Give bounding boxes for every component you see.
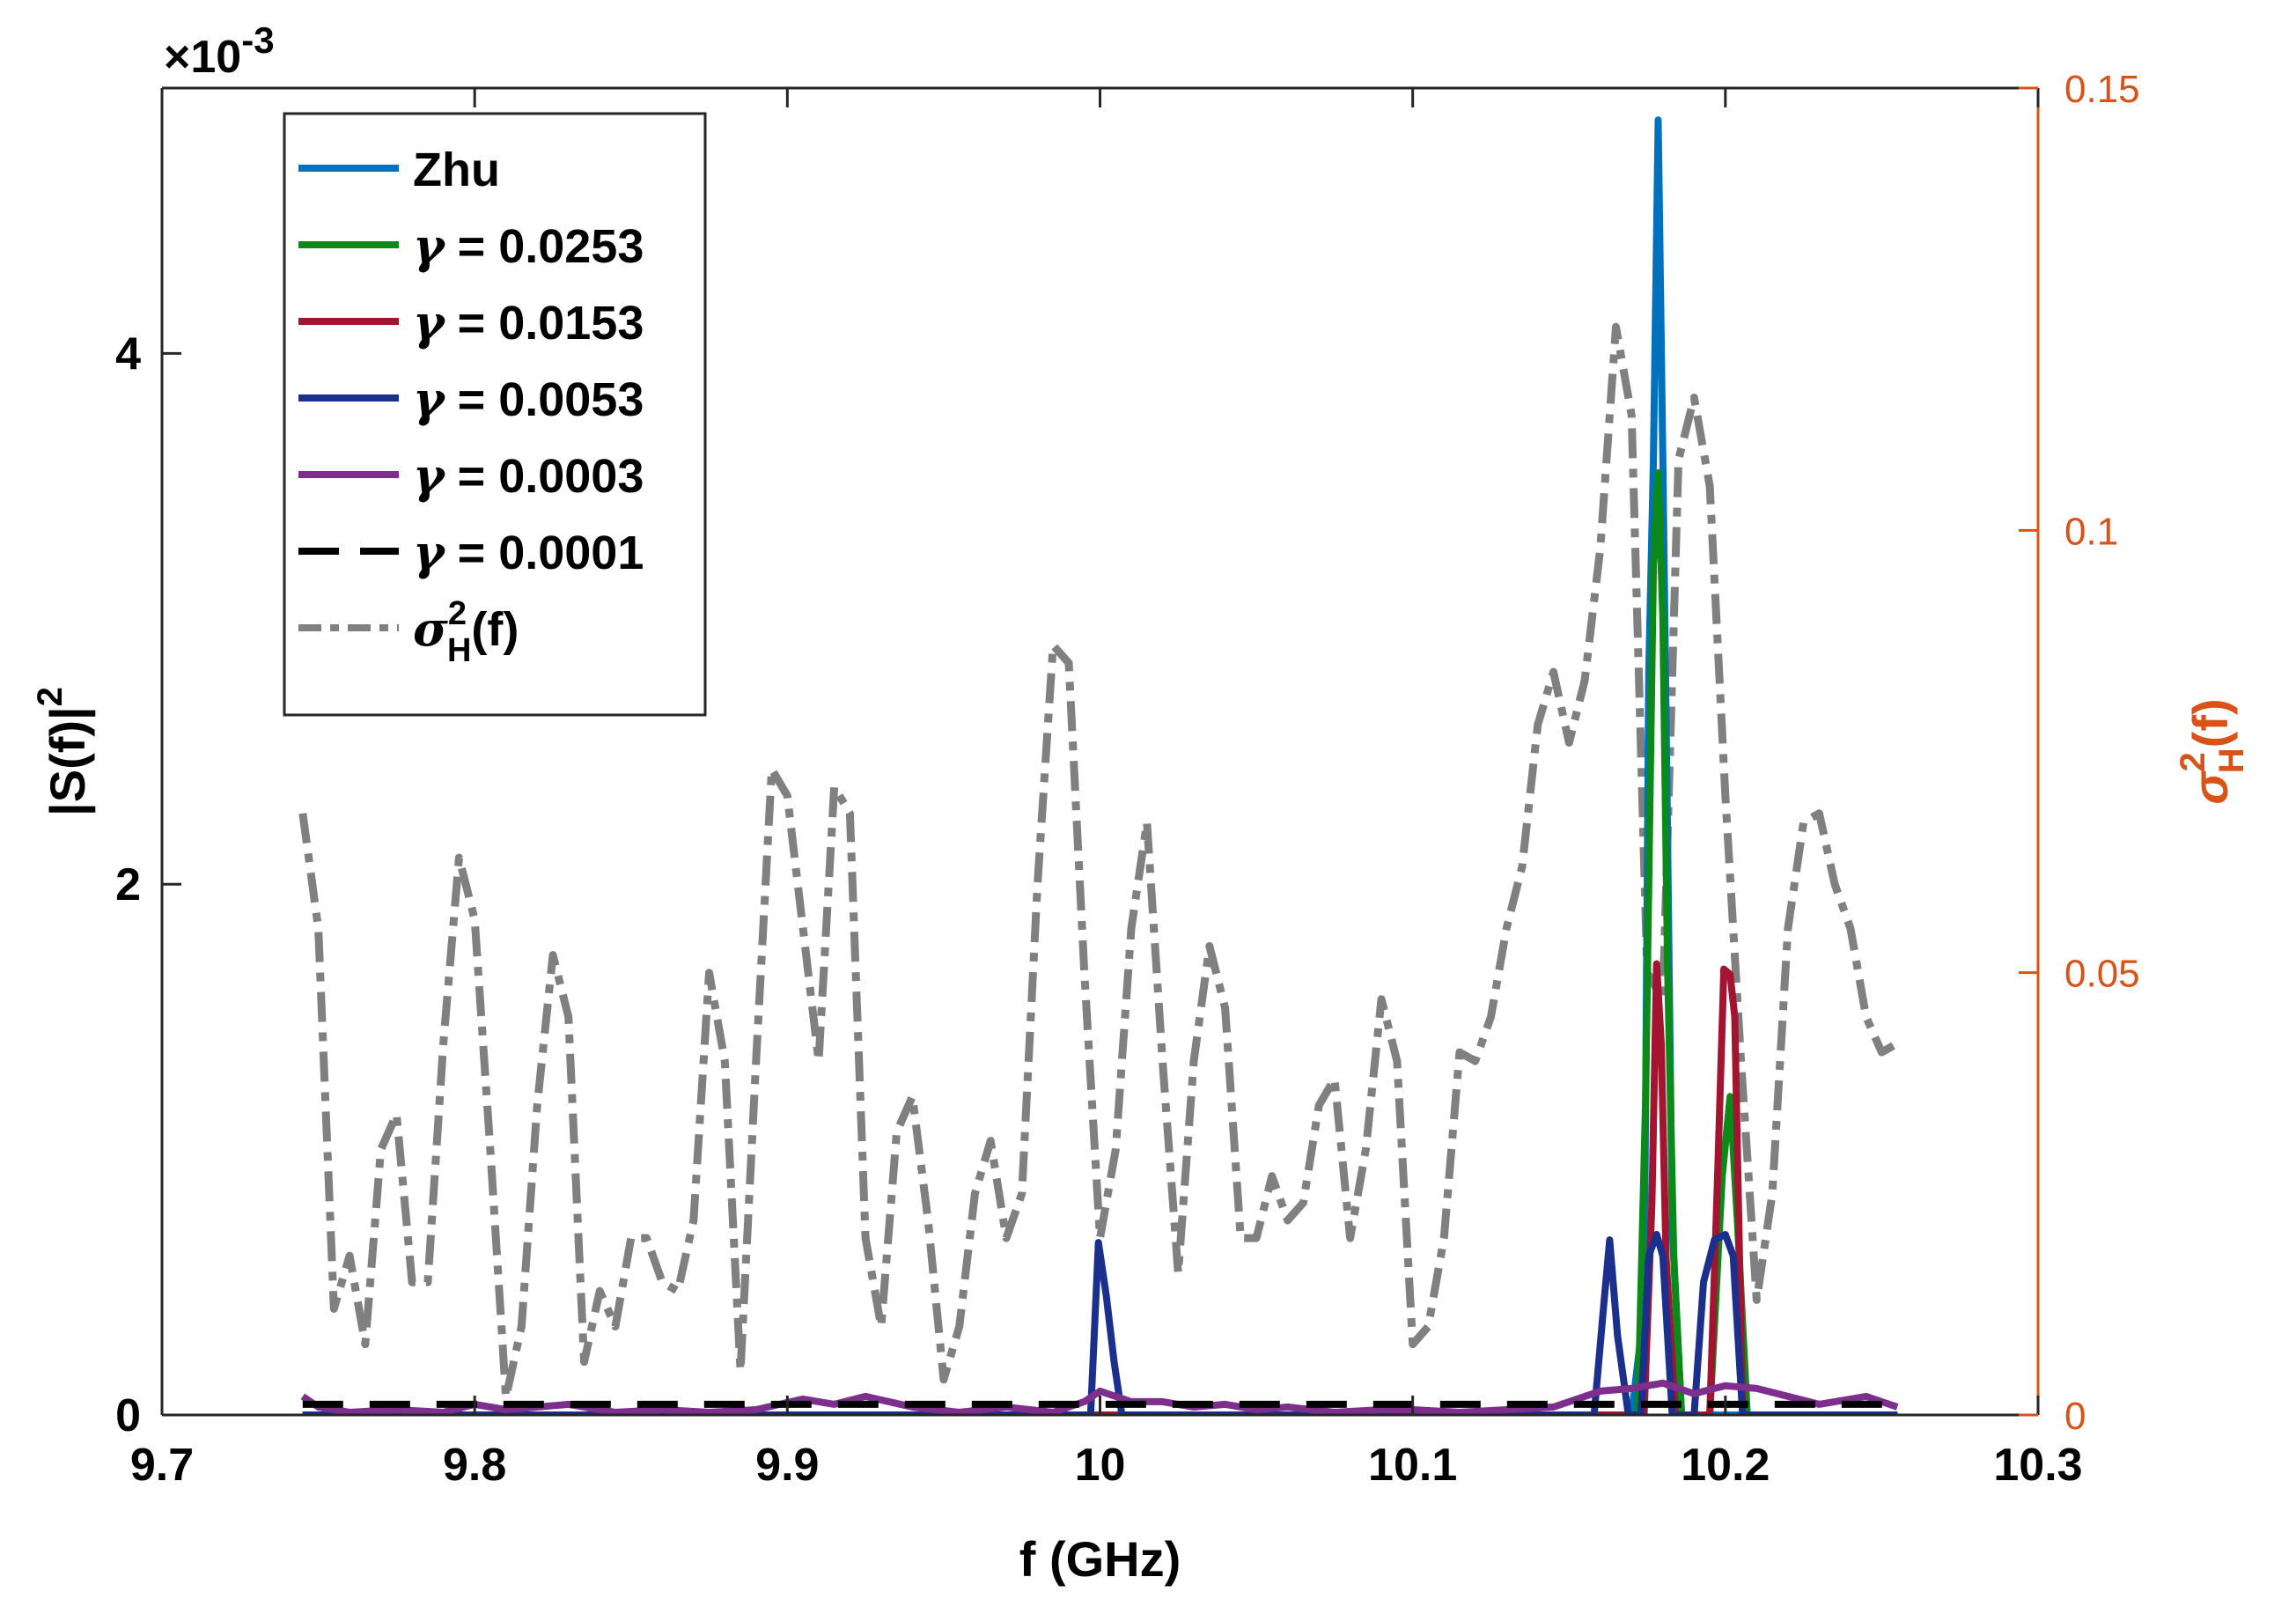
- series-line-6: [298, 322, 1900, 1402]
- x-tick-label-6: 10.3: [1993, 1440, 2082, 1491]
- legend-label-0: Zhu: [413, 144, 500, 196]
- legend-label-superscript-6: 2: [448, 595, 467, 632]
- legend-label-2: γ = 0.0153: [413, 294, 644, 350]
- legend-label-5: γ = 0.0001: [413, 524, 644, 580]
- legend-label-6: σ2 H(f): [413, 595, 519, 669]
- legend-label-symbol-3: γ: [413, 371, 446, 427]
- series-line-3: [302, 1231, 1898, 1415]
- left-axis-label: |S(f)|2: [31, 687, 96, 816]
- legend-label-4: γ = 0.0003: [413, 447, 644, 504]
- x-tick-label-0: 9.7: [130, 1440, 194, 1491]
- right-axis-label: σ2H(f): [2174, 698, 2251, 804]
- legend-label-value-1: = 0.0253: [445, 220, 644, 273]
- right-axis-label-superscript: 2: [2174, 752, 2212, 771]
- legend-label-symbol-5: γ: [413, 524, 446, 580]
- series-layer: [298, 116, 1900, 1415]
- right-axis-label-symbol: σ: [2182, 770, 2238, 805]
- right-tick-label-3: 0.15: [2064, 68, 2140, 111]
- legend-label-value-5: = 0.0001: [445, 527, 644, 579]
- x-tick-label-4: 10.1: [1368, 1440, 1457, 1491]
- legend-label-symbol-2: γ: [413, 294, 446, 350]
- left-axis-exponent: ×10-3: [164, 19, 275, 83]
- legend-label-symbol-6: σ: [413, 601, 448, 657]
- legend-label-3: γ = 0.0053: [413, 371, 644, 427]
- right-axis-label-subscript: H: [2212, 748, 2251, 773]
- legend-label-value-2: = 0.0153: [445, 297, 644, 350]
- left-axis-exponent-base: ×10: [164, 32, 241, 83]
- x-tick-label-1: 9.8: [443, 1440, 506, 1491]
- right-tick-label-2: 0.1: [2064, 510, 2118, 553]
- left-tick-label-0: 0: [115, 1390, 141, 1441]
- legend-label-1: γ = 0.0253: [413, 217, 644, 274]
- legend-label-value-4: = 0.0003: [445, 450, 644, 503]
- legend-label-suffix-6: (f): [471, 603, 519, 656]
- left-axis-label-superscript: 2: [31, 687, 70, 706]
- right-axis-label-suffix: (f): [2182, 698, 2238, 748]
- legend-label-value-3: = 0.0053: [445, 373, 644, 426]
- legend-label-subscript-6: H: [447, 632, 471, 669]
- x-axis-label: f (GHz): [1019, 1531, 1181, 1587]
- legend-box: [283, 112, 707, 717]
- left-tick-label-2: 4: [115, 328, 141, 379]
- legend-label-symbol-4: γ: [413, 447, 446, 504]
- legend-label-symbol-1: γ: [413, 217, 446, 274]
- series-line-2: [302, 960, 1898, 1415]
- axes-layer: 9.7 9.8 9.9 10 10.1 10.2 10.302400.050.10.15×1…: [31, 19, 2251, 1587]
- right-tick-label-0: 0: [2064, 1395, 2086, 1438]
- right-tick-label-1: 0.05: [2064, 953, 2140, 996]
- left-axis-label-text: |S(f)|: [40, 706, 96, 816]
- left-axis-exponent-power: -3: [241, 19, 274, 61]
- x-tick-label-2: 9.9: [755, 1440, 819, 1491]
- x-tick-label-5: 10.2: [1681, 1440, 1770, 1491]
- left-tick-label-1: 2: [115, 859, 141, 910]
- x-tick-label-3: 10: [1075, 1440, 1126, 1491]
